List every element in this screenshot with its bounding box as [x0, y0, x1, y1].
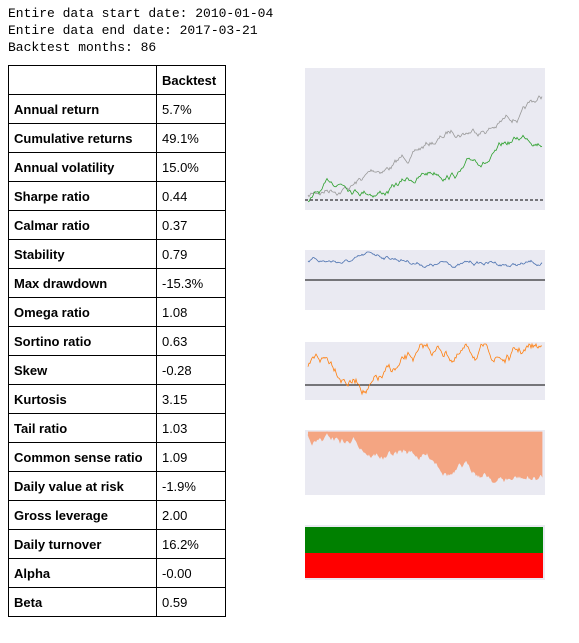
stat-label: Omega ratio: [8, 297, 157, 327]
header-cell: [8, 65, 157, 95]
sharpe-line: [307, 342, 543, 396]
stats-row: Common sense ratio 1.09: [8, 442, 226, 472]
long-exposure: [305, 527, 543, 553]
stats-row: Max drawdown -15.3%: [8, 268, 226, 298]
stat-label: Annual volatility: [8, 152, 157, 182]
stats-row: Tail ratio 1.03: [8, 413, 226, 443]
stats-row: Beta 0.59: [8, 587, 226, 617]
end-date: Entire data end date: 2017-03-21: [8, 23, 258, 38]
stat-value: 0.37: [156, 210, 226, 240]
benchmark-line: [307, 95, 543, 198]
header-cell: Backtest: [156, 65, 226, 95]
stats-row: Kurtosis 3.15: [8, 384, 226, 414]
stats-row: Annual volatility 15.0%: [8, 152, 226, 182]
stats-row: Alpha -0.00: [8, 558, 226, 588]
stat-label: Max drawdown: [8, 268, 157, 298]
stat-value: 1.09: [156, 442, 226, 472]
plot-rolling-sharpe: [305, 342, 545, 400]
header-row: Backtest: [8, 65, 226, 95]
stat-label: Beta: [8, 587, 157, 617]
stats-row: Daily value at risk -1.9%: [8, 471, 226, 501]
stats-row: Sortino ratio 0.63: [8, 326, 226, 356]
stats-row: Stability 0.79: [8, 239, 226, 269]
stats-table: Backtest Annual return 5.7% Cumulative ret…: [8, 65, 226, 617]
stat-value: 1.03: [156, 413, 226, 443]
charts: [305, 68, 545, 580]
drawdown-area: [307, 430, 543, 483]
strategy-line: [307, 134, 543, 203]
stat-label: Stability: [8, 239, 157, 269]
stats-row: Calmar ratio 0.37: [8, 210, 226, 240]
stat-label: Sortino ratio: [8, 326, 157, 356]
stat-value: 0.79: [156, 239, 226, 269]
short-exposure: [305, 553, 543, 578]
stats-row: Skew -0.28: [8, 355, 226, 385]
stat-value: 2.00: [156, 500, 226, 530]
stat-label: Annual return: [8, 94, 157, 124]
stats-row: Annual return 5.7%: [8, 94, 226, 124]
stat-value: 0.63: [156, 326, 226, 356]
beta-line: [307, 251, 543, 268]
stat-label: Cumulative returns: [8, 123, 157, 153]
stat-label: Sharpe ratio: [8, 181, 157, 211]
stat-value: 0.44: [156, 181, 226, 211]
stat-value: 15.0%: [156, 152, 226, 182]
stat-value: 1.08: [156, 297, 226, 327]
stat-value: 3.15: [156, 384, 226, 414]
stat-value: -15.3%: [156, 268, 226, 298]
stat-label: Gross leverage: [8, 500, 157, 530]
stat-label: Common sense ratio: [8, 442, 157, 472]
stat-label: Alpha: [8, 558, 157, 588]
stats-row: Omega ratio 1.08: [8, 297, 226, 327]
stat-value: 5.7%: [156, 94, 226, 124]
stat-value: -0.28: [156, 355, 226, 385]
stat-label: Tail ratio: [8, 413, 157, 443]
stat-value: 0.59: [156, 587, 226, 617]
stat-value: -0.00: [156, 558, 226, 588]
stats-row: Cumulative returns 49.1%: [8, 123, 226, 153]
stat-label: Calmar ratio: [8, 210, 157, 240]
stat-label: Daily turnover: [8, 529, 157, 559]
stat-value: 49.1%: [156, 123, 226, 153]
stats-row: Daily turnover 16.2%: [8, 529, 226, 559]
stat-label: Kurtosis: [8, 384, 157, 414]
stat-label: Skew: [8, 355, 157, 385]
stat-label: Daily value at risk: [8, 471, 157, 501]
plot-cumulative: [305, 68, 545, 210]
backtest-months: Backtest months: 86: [8, 40, 157, 55]
stat-value: 16.2%: [156, 529, 226, 559]
stat-value: -1.9%: [156, 471, 226, 501]
stats-row: Sharpe ratio 0.44: [8, 181, 226, 211]
start-date: Entire data start date: 2010-01-04: [8, 6, 274, 21]
stats-row: Gross leverage 2.00: [8, 500, 226, 530]
